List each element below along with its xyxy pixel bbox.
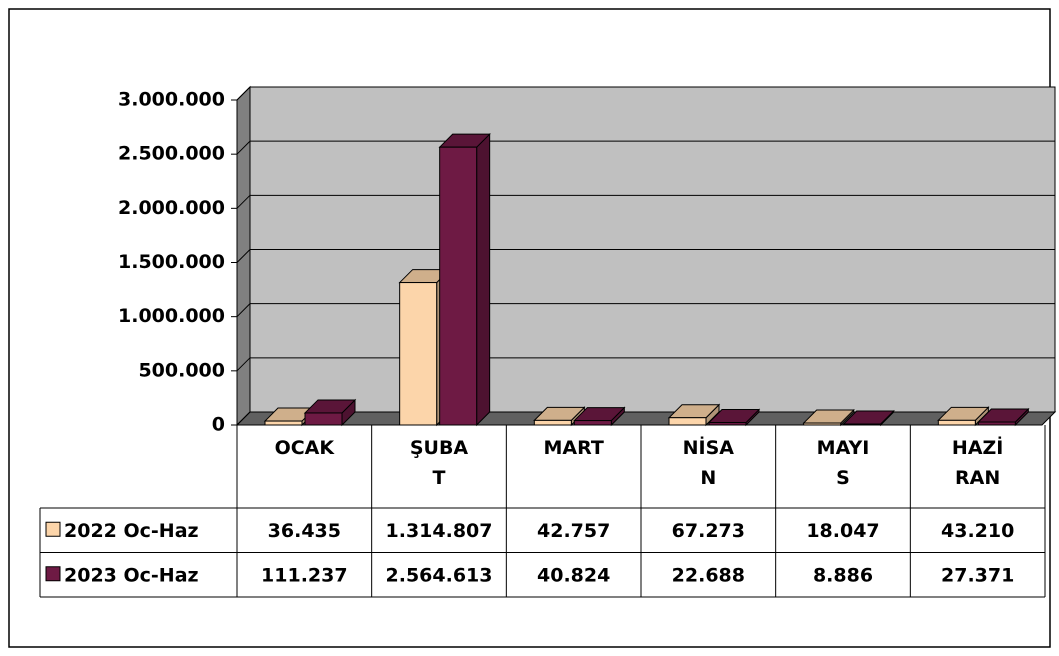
legend-label: 2022 Oc-Haz	[64, 520, 199, 542]
grid-line	[236, 140, 1055, 155]
category-cell: ŞUBAT	[409, 437, 469, 489]
bar-front	[399, 282, 438, 426]
y-tick-label: 0	[212, 414, 225, 436]
data-label: 111.237	[261, 564, 348, 586]
y-tick-label: 3.000.000	[118, 89, 225, 111]
x-tick-label: HAZİRAN	[951, 437, 1004, 489]
category-cell: HAZİRAN	[951, 437, 1004, 489]
x-tick-label: NİSAN	[682, 437, 734, 489]
bar-front	[264, 420, 303, 426]
bar	[573, 406, 626, 427]
bar-front	[533, 419, 572, 426]
bar	[667, 403, 721, 427]
data-label: 22.688	[672, 564, 745, 586]
bar	[802, 408, 855, 427]
bar	[707, 408, 761, 427]
grid-line	[236, 86, 1055, 101]
data-label: 40.824	[537, 564, 610, 586]
bar	[842, 409, 895, 427]
bar-front	[977, 421, 1016, 426]
category-cell: OCAK	[274, 437, 335, 459]
bar	[937, 406, 990, 427]
floor	[235, 411, 1057, 426]
grid-line	[236, 303, 1055, 318]
bar-side	[476, 132, 491, 427]
data-label: 42.757	[537, 520, 610, 542]
category-cell: NİSAN	[682, 437, 734, 489]
bar-front	[937, 419, 976, 426]
category-cell: MAYIS	[816, 437, 870, 489]
data-label: 1.314.807	[386, 520, 493, 542]
bar	[977, 407, 1030, 427]
data-label: 18.047	[806, 520, 879, 542]
legend-swatch	[45, 521, 61, 537]
data-label: 27.371	[941, 564, 1014, 586]
legend-label: 2023 Oc-Haz	[64, 564, 199, 586]
grid-line	[236, 249, 1055, 263]
x-tick-label: ŞUBAT	[409, 437, 469, 489]
x-tick-label: OCAK	[274, 437, 335, 459]
data-label: 67.273	[672, 520, 745, 542]
bar-front	[573, 420, 612, 426]
bar-front	[843, 423, 882, 426]
x-tick-label: MAYIS	[816, 437, 870, 489]
y-tick-label: 1.000.000	[118, 305, 225, 327]
bar	[438, 132, 491, 427]
x-tick-label: MART	[543, 437, 604, 459]
grid-line	[236, 411, 1055, 426]
y-tick-label: 1.500.000	[118, 251, 225, 273]
y-tick-label: 2.500.000	[118, 143, 225, 165]
y-tick-label: 2.000.000	[118, 197, 225, 219]
data-label: 36.435	[268, 520, 341, 542]
y-tick-label: 500.000	[138, 359, 225, 381]
bar-front	[439, 146, 478, 426]
legend-swatch	[45, 566, 61, 582]
grid-line	[236, 357, 1055, 372]
category-cell: MART	[543, 437, 604, 459]
bar	[303, 398, 357, 427]
data-label: 8.886	[813, 564, 873, 586]
bar-front	[803, 422, 842, 426]
grid-line	[236, 194, 1055, 209]
bar-front	[668, 417, 707, 426]
data-label: 2.564.613	[386, 564, 493, 586]
bar-front	[708, 422, 747, 426]
bar-front	[304, 412, 343, 426]
data-label: 43.210	[941, 520, 1014, 542]
